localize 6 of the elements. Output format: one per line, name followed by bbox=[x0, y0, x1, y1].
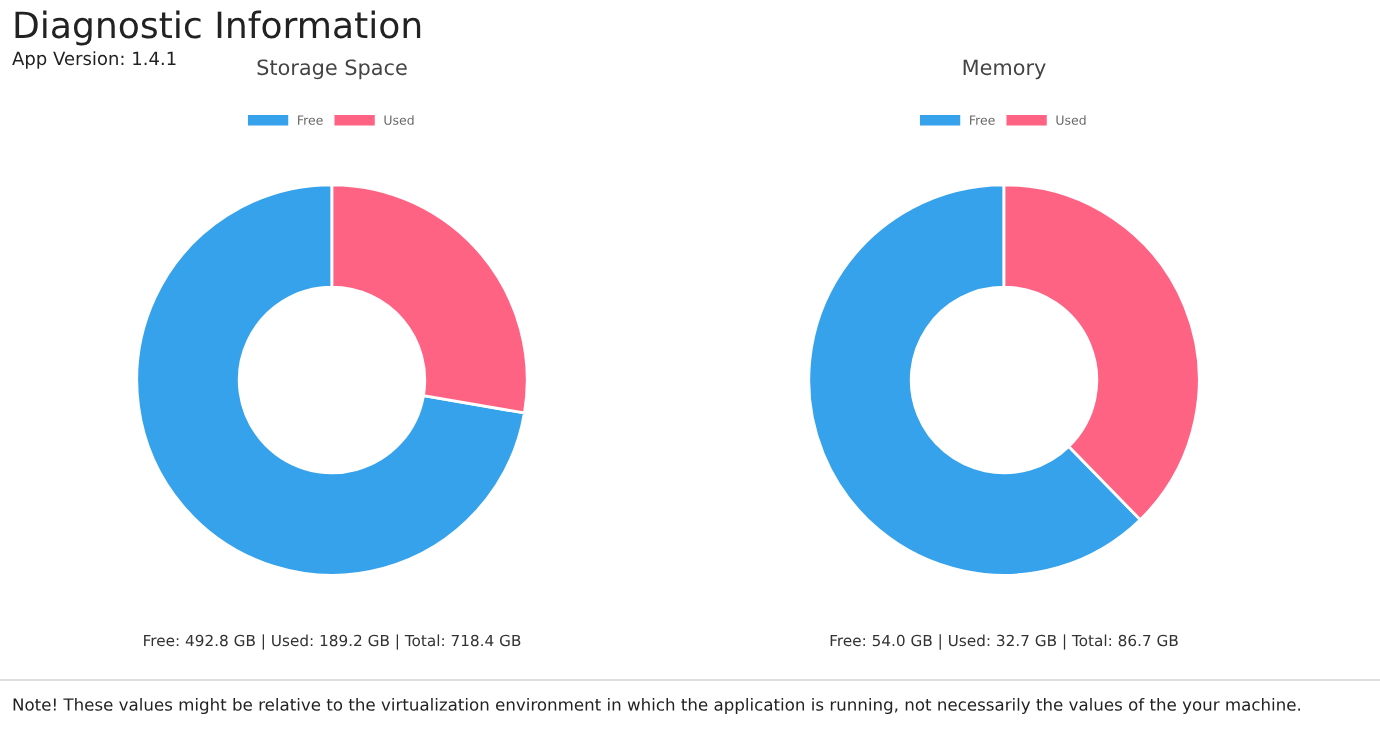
chart-title: Memory bbox=[963, 59, 1046, 80]
text: App Version: 1.4.1 bbox=[12, 51, 176, 69]
donut-slice bbox=[135, 183, 526, 577]
text: Note! These values might be relative to the virtualization environment in which the application is running, not necessarily the values of the your machine. bbox=[13, 697, 1300, 715]
text: Diagnostic Information bbox=[15, 10, 421, 46]
chart-title: Storage Space bbox=[257, 59, 407, 80]
